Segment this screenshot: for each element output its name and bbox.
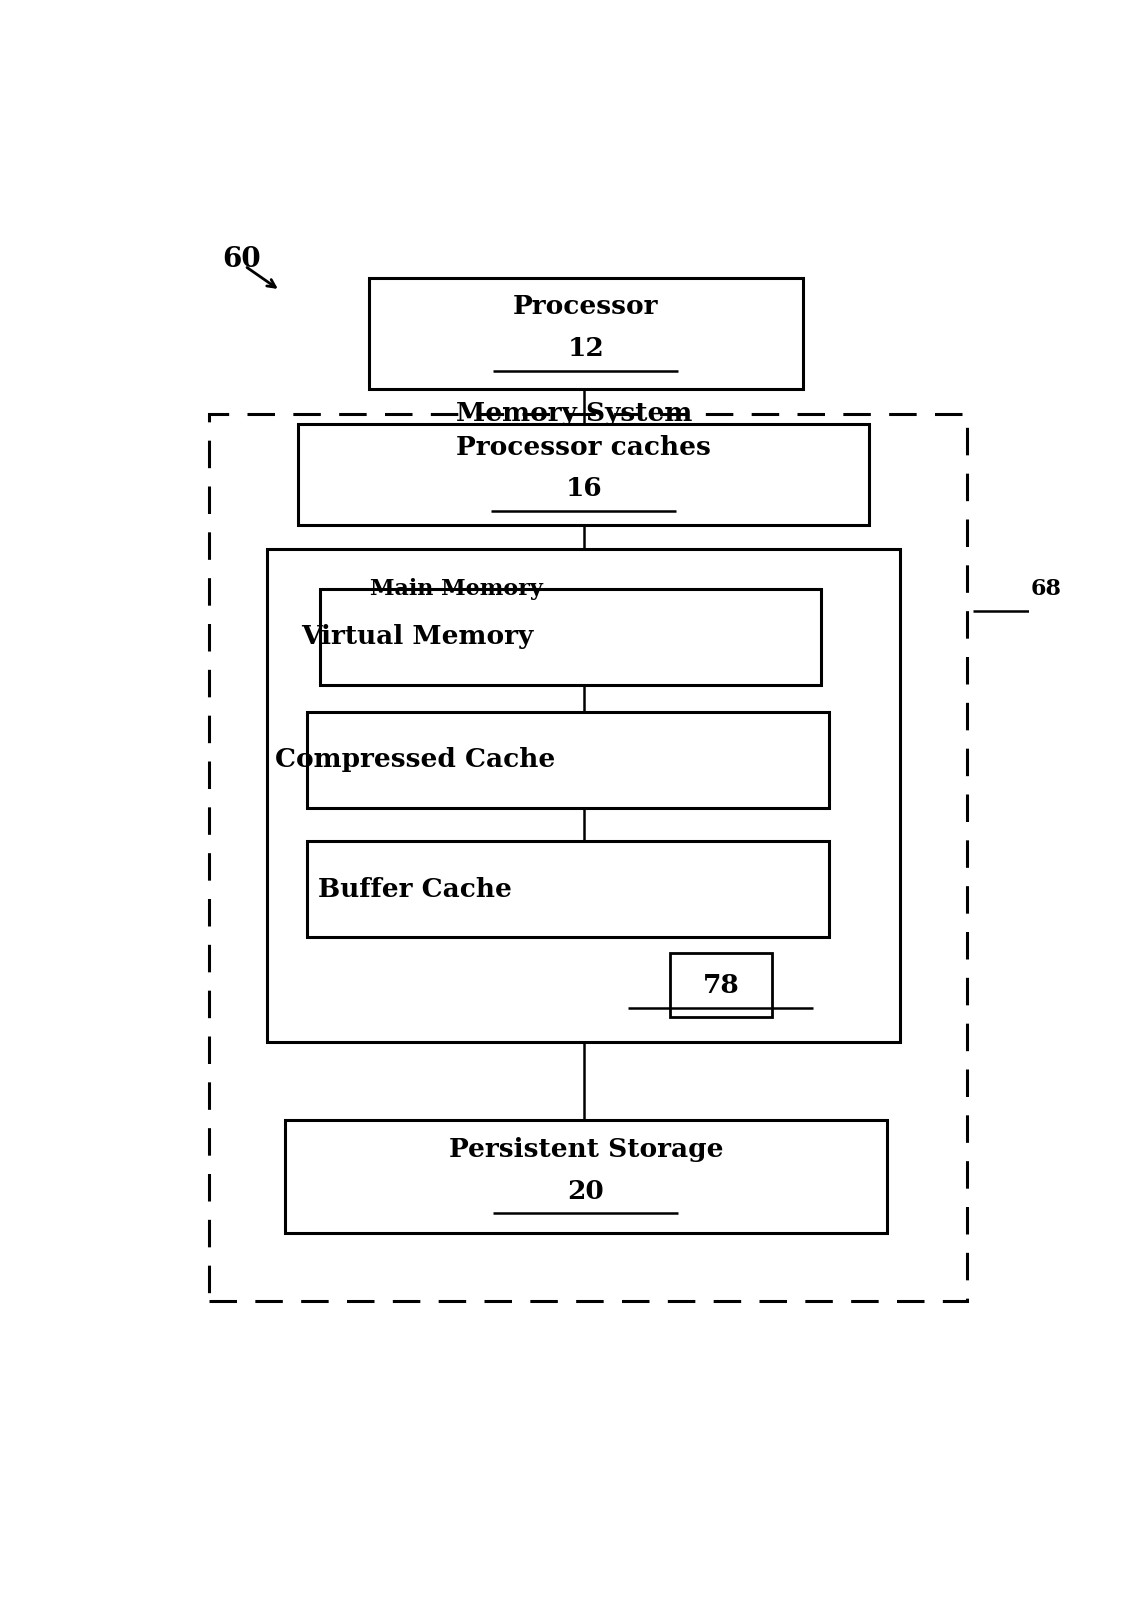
Bar [298,424,869,525]
Bar [320,589,821,685]
Text: 12: 12 [567,336,605,362]
Text: 16: 16 [566,477,602,501]
Bar [306,842,830,938]
Bar [285,1120,887,1234]
Text: Virtual Memory: Virtual Memory [301,624,534,650]
Text: Memory System: Memory System [456,402,693,426]
Bar [209,414,967,1301]
Text: Processor caches: Processor caches [456,435,711,459]
Text: 68: 68 [1031,578,1062,600]
Text: Compressed Cache: Compressed Cache [274,747,555,773]
Text: 60: 60 [223,246,262,274]
Text: 20: 20 [567,1179,605,1203]
Bar [306,712,830,808]
Bar [369,278,802,389]
Text: Main Memory: Main Memory [370,578,543,600]
Text: Persistent Storage: Persistent Storage [448,1136,724,1162]
Bar [267,549,901,1042]
Text: 74: 74 [1141,877,1143,902]
Text: Processor: Processor [513,294,658,318]
Bar [670,954,772,1018]
Text: 78: 78 [703,973,740,998]
Text: Buffer Cache: Buffer Cache [318,877,512,902]
